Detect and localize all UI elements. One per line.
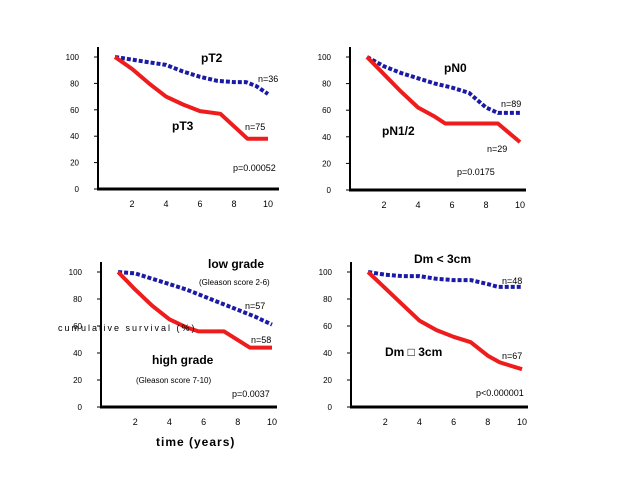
x-tick-label: 8 <box>235 417 240 427</box>
series-label: pT3 <box>172 119 194 133</box>
y-tick-label: 80 <box>70 79 79 88</box>
series-label: pN0 <box>444 61 467 75</box>
y-axis-label: cumulative survival (%) <box>58 323 197 333</box>
x-tick-label: 10 <box>267 417 277 427</box>
y-tick-label: 0 <box>75 185 80 194</box>
x-tick-label: 8 <box>483 200 488 210</box>
x-tick-label: 10 <box>263 199 273 209</box>
y-tick-label: 100 <box>318 53 332 62</box>
y-tick-label: 60 <box>322 106 331 115</box>
p-value: p=0.00052 <box>233 163 276 173</box>
y-tick-label: 20 <box>70 159 79 168</box>
x-tick-label: 4 <box>167 417 172 427</box>
n-label: n=29 <box>487 144 507 154</box>
series-line-favorable <box>367 270 522 289</box>
p-value: p=0.0175 <box>457 167 495 177</box>
y-tick-label: 100 <box>319 268 333 277</box>
series-label: low grade <box>208 257 264 271</box>
y-tick-label: 80 <box>322 80 331 89</box>
n-label: n=89 <box>501 99 521 109</box>
x-tick-label: 2 <box>133 417 138 427</box>
y-tick-label: 40 <box>323 349 332 358</box>
series-subtitle: (Gleason score 2-6) <box>199 278 270 287</box>
series-line-unfavorable <box>366 270 523 372</box>
chart-panel-Dm: 0 20 40 60 80 100 2 4 6 8 10 Dm < 3cm n=48 Dm □ 3cm n=… <box>319 252 528 427</box>
y-tick-label: 40 <box>73 349 82 358</box>
x-tick-label: 8 <box>231 199 236 209</box>
series-label: Dm < 3cm <box>414 252 471 266</box>
x-tick-label: 6 <box>197 199 202 209</box>
y-tick-label: 20 <box>323 376 332 385</box>
y-tick-label: 100 <box>69 268 83 277</box>
series-line-favorable <box>366 55 520 115</box>
y-tick-label: 80 <box>323 295 332 304</box>
y-tick-label: 0 <box>328 403 333 412</box>
x-tick-label: 6 <box>451 417 456 427</box>
series-label: pT2 <box>201 51 223 65</box>
y-tick-label: 20 <box>322 159 331 168</box>
y-tick-label: 0 <box>327 186 332 195</box>
x-tick-label: 10 <box>515 200 525 210</box>
n-label: n=67 <box>502 351 522 361</box>
n-label: n=75 <box>245 122 265 132</box>
n-label: n=57 <box>245 301 265 311</box>
series-line-favorable <box>114 55 270 96</box>
series-subtitle: (Gleason score 7-10) <box>136 376 211 385</box>
x-tick-label: 8 <box>485 417 490 427</box>
series-line-unfavorable <box>365 55 522 144</box>
chart-panel-grade: 0 20 40 60 80 100 2 4 6 8 10 low grade n=57 (Gleason … <box>58 257 277 449</box>
chart-panel-pT: 0 20 40 60 80 100 2 4 6 8 10 pT2 n=36 pT3 n=75 p=0.0005… <box>66 47 279 209</box>
n-label: n=36 <box>258 74 278 84</box>
series-line-unfavorable <box>116 270 272 350</box>
p-value: p<0.000001 <box>476 388 524 398</box>
y-tick-label: 60 <box>73 322 82 331</box>
series-label: high grade <box>152 353 214 367</box>
y-tick-label: 0 <box>78 403 83 412</box>
series-line-favorable <box>117 270 273 327</box>
x-tick-label: 6 <box>201 417 206 427</box>
n-label: n=48 <box>502 276 522 286</box>
x-tick-label: 2 <box>383 417 388 427</box>
x-tick-label: 4 <box>163 199 168 209</box>
x-tick-label: 2 <box>129 199 134 209</box>
y-tick-label: 100 <box>66 53 80 62</box>
y-tick-label: 40 <box>322 133 331 142</box>
x-axis-label: time (years) <box>156 435 235 449</box>
x-tick-label: 4 <box>417 417 422 427</box>
y-tick-label: 60 <box>323 322 332 331</box>
x-tick-label: 2 <box>381 200 386 210</box>
y-tick-label: 60 <box>70 106 79 115</box>
series-line-unfavorable <box>113 55 268 141</box>
series-label: Dm □ 3cm <box>385 345 442 359</box>
y-tick-label: 20 <box>73 376 82 385</box>
series-label: pN1/2 <box>382 124 415 138</box>
x-tick-label: 10 <box>517 417 527 427</box>
x-tick-label: 6 <box>449 200 454 210</box>
n-label: n=58 <box>251 335 271 345</box>
chart-panel-pN: 0 20 40 60 80 100 2 4 6 8 10 pN0 n=89 pN1/2 n=29 p=0.01… <box>318 47 526 210</box>
y-tick-label: 80 <box>73 295 82 304</box>
y-tick-label: 40 <box>70 132 79 141</box>
p-value: p=0.0037 <box>232 389 270 399</box>
x-tick-label: 4 <box>415 200 420 210</box>
